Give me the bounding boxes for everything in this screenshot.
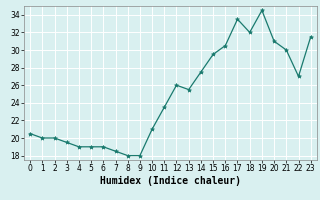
X-axis label: Humidex (Indice chaleur): Humidex (Indice chaleur): [100, 176, 241, 186]
